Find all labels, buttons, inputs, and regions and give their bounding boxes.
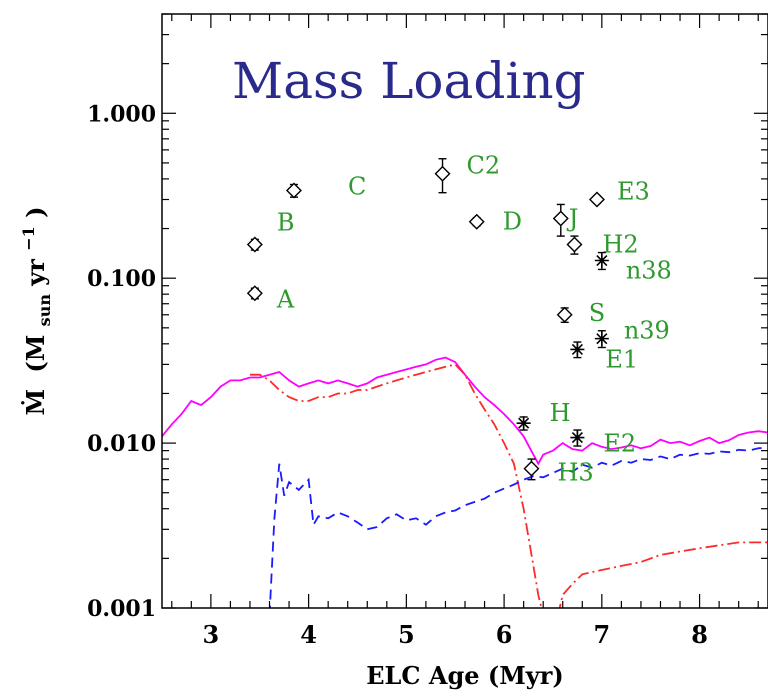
- diamond-marker: [248, 238, 262, 252]
- point-label: C2: [467, 152, 501, 180]
- point-label: n39: [624, 317, 670, 345]
- star-marker: [595, 332, 609, 346]
- data-point-A: A: [248, 285, 295, 313]
- x-axis-label: ELC Age (Myr): [366, 661, 564, 690]
- x-tick-label: 7: [593, 620, 610, 649]
- diamond-marker: [436, 167, 450, 181]
- point-label: H2: [602, 231, 638, 259]
- point-label: B: [277, 209, 295, 237]
- point-label: C: [348, 173, 366, 201]
- point-label: H3: [557, 459, 593, 487]
- data-point-n39: n39: [595, 317, 670, 348]
- x-tick-label: 8: [691, 620, 708, 649]
- x-tick-label: 6: [496, 620, 513, 649]
- y-tick-label: 0.010: [87, 431, 156, 457]
- diamond-marker: [554, 212, 568, 226]
- point-label: n38: [626, 257, 672, 285]
- point-label: E1: [605, 345, 638, 373]
- diamond-marker: [590, 193, 604, 207]
- data-point-E2: E2: [570, 430, 636, 458]
- diamond-marker: [248, 286, 262, 300]
- y-axis-label-sup: −1: [19, 226, 38, 251]
- point-label: H: [550, 399, 571, 427]
- data-point-B: B: [248, 209, 295, 252]
- diamond-marker: [287, 184, 301, 198]
- series-line-blue-dashed-3: [270, 448, 768, 616]
- y-axis-label-open: (M: [21, 335, 50, 373]
- model-curves: [162, 358, 768, 616]
- y-axis-label-close: ): [21, 206, 50, 217]
- x-tick-label: 5: [398, 620, 415, 649]
- data-point-J: J: [554, 204, 579, 236]
- data-point-C: C: [287, 173, 366, 201]
- y-tick-label: 1.000: [87, 101, 156, 127]
- series-line-red-dashdot-2: [558, 542, 768, 615]
- point-label: E2: [603, 430, 636, 458]
- series-line-magenta-solid-0: [162, 358, 768, 464]
- data-point-E1: E1: [570, 342, 638, 373]
- diamond-marker: [558, 308, 572, 322]
- point-label: A: [276, 285, 295, 313]
- data-point-H3: H3: [524, 459, 593, 487]
- data-point-S: S: [558, 299, 605, 327]
- star-marker: [570, 342, 584, 356]
- y-axis-label-mid: yr: [21, 259, 50, 287]
- data-point-H2: H2: [567, 231, 638, 259]
- star-marker: [570, 431, 584, 445]
- data-point-C2: C2: [436, 152, 501, 193]
- chart-title: Mass Loading: [232, 52, 586, 110]
- y-axis-label: Ṁ (M sun yr −1 ): [11, 206, 56, 415]
- y-axis-label-sub: sun: [35, 294, 54, 327]
- y-axis-label-symbol: Ṁ: [21, 389, 50, 416]
- data-point-E3: E3: [590, 178, 650, 207]
- point-label: D: [503, 208, 522, 236]
- x-tick-label: 3: [203, 620, 220, 649]
- star-marker: [517, 416, 531, 430]
- diamond-marker: [567, 238, 581, 252]
- diamond-marker: [470, 215, 484, 229]
- star-marker: [595, 254, 609, 268]
- point-label: E3: [617, 178, 650, 206]
- data-point-H: H: [517, 399, 571, 430]
- x-tick-label: 4: [300, 620, 317, 649]
- data-point-D: D: [470, 208, 522, 236]
- y-tick-label: 0.100: [87, 266, 156, 292]
- point-label: S: [589, 299, 605, 327]
- y-tick-label: 0.001: [87, 596, 156, 622]
- diamond-marker: [524, 462, 538, 476]
